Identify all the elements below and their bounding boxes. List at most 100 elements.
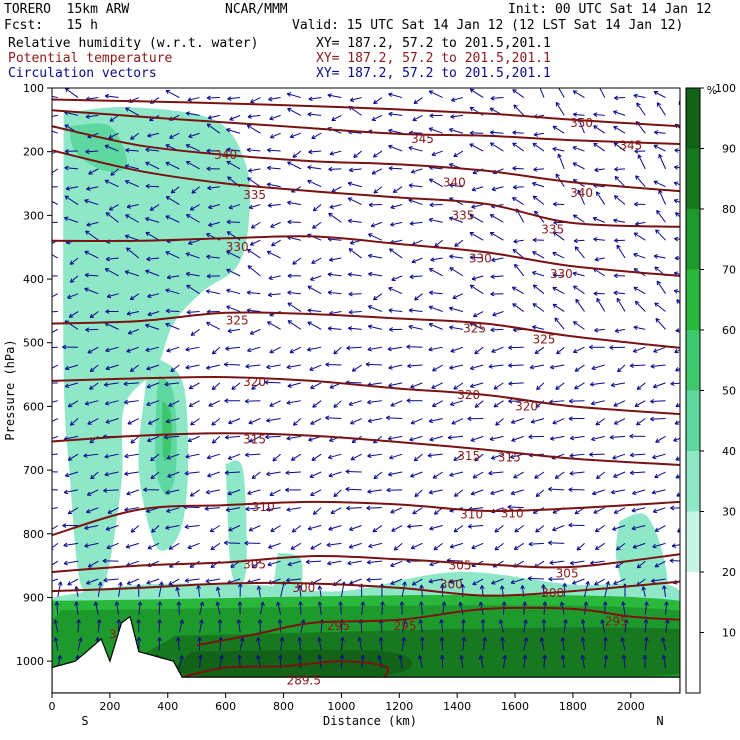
wind-vector (146, 256, 160, 262)
x-axis: 0 200 400 600 800 1000 1200 1400 1600 1800 2000 (49, 693, 645, 713)
wind-vector (166, 507, 180, 513)
wind-vector (250, 97, 261, 104)
wind-vector (287, 219, 301, 225)
wind-vector (613, 125, 626, 134)
wind-vector (287, 290, 301, 296)
wind-vector (366, 559, 382, 565)
wind-vector (244, 452, 261, 458)
y-tick-label: 800 (23, 528, 44, 541)
wind-vector (328, 525, 342, 531)
wind-vector (613, 471, 626, 478)
wind-vector (103, 382, 119, 387)
wind-vector (409, 435, 423, 442)
wind-vector (205, 578, 220, 584)
wind-vector (613, 507, 626, 514)
wind-vector (572, 145, 585, 152)
wind-vector (548, 540, 565, 546)
isentrope-310 (52, 500, 680, 537)
wind-vector (185, 364, 200, 370)
wind-vector (603, 654, 609, 669)
wind-vector (227, 489, 241, 496)
wind-vector (367, 489, 382, 494)
wind-vector (307, 321, 322, 330)
wind-vector (366, 577, 382, 583)
wind-vector (433, 542, 443, 551)
wind-vector (428, 217, 443, 223)
wind-vector (409, 274, 423, 280)
isentrope-300 (52, 580, 680, 597)
wind-vector (164, 434, 180, 440)
wind-vector (556, 346, 565, 355)
wind-vector (410, 382, 423, 389)
wind-vector (287, 161, 302, 170)
wind-vector (351, 364, 362, 372)
wind-vector (469, 88, 484, 98)
wind-vector (514, 525, 525, 533)
wind-vector (594, 525, 606, 533)
wind-vector (114, 601, 120, 615)
wind-vector (593, 112, 605, 117)
wind-vector (555, 101, 565, 116)
wind-vector (166, 274, 180, 280)
wind-vector (312, 507, 322, 515)
contour-label: 300 (292, 581, 315, 595)
wind-vector (124, 270, 139, 277)
wind-vector (311, 453, 322, 461)
wind-vector (137, 601, 143, 615)
wind-vector (410, 418, 423, 425)
wind-vector (411, 578, 423, 586)
wind-vector (165, 89, 180, 98)
wind-vector (532, 303, 545, 312)
wind-vector (224, 398, 241, 404)
wind-vector (227, 328, 241, 334)
x-tick-label: 1400 (443, 700, 471, 713)
wind-vector (510, 578, 524, 585)
wind-vector (407, 363, 423, 369)
wind-vector (428, 489, 443, 495)
wind-vector (675, 367, 680, 372)
wind-vector (256, 637, 261, 651)
wind-vector (523, 619, 528, 633)
wind-vector (449, 325, 464, 330)
wind-vector (539, 88, 545, 98)
wind-vector (653, 180, 666, 188)
wind-vector (170, 186, 180, 194)
wind-vector (449, 254, 464, 259)
wind-vector (165, 489, 180, 495)
wind-vector (449, 578, 464, 584)
wind-vector (656, 280, 666, 294)
wind-vector (576, 542, 585, 551)
wind-vector (185, 453, 200, 459)
wind-vector (272, 453, 281, 462)
wind-vector (145, 161, 160, 170)
wind-vector (408, 308, 423, 313)
contour-label: 335 (243, 188, 266, 202)
wind-vector (654, 525, 666, 532)
wind-vector (267, 292, 281, 298)
wind-vector (196, 585, 201, 597)
circulation-vectors (52, 88, 680, 669)
wind-vector (634, 300, 646, 312)
wind-vector (675, 456, 680, 461)
contour-label: 310 (252, 500, 275, 514)
wind-vector (492, 311, 504, 317)
wind-vector (388, 111, 403, 117)
wind-vector (600, 619, 606, 633)
wind-vector (373, 186, 383, 194)
wind-vector (347, 181, 362, 188)
wind-vector (226, 268, 241, 277)
wind-vector (614, 328, 626, 333)
wind-vector (552, 286, 565, 295)
wind-vector (513, 238, 524, 244)
wind-vector (614, 238, 626, 243)
wind-vector (612, 525, 626, 531)
wind-vector (593, 507, 605, 514)
y-tick-label: 1000 (16, 655, 44, 668)
wind-vector (211, 435, 221, 444)
wind-vector (552, 525, 565, 532)
wind-vector (325, 362, 342, 367)
wind-vector (372, 525, 383, 533)
wind-vector (409, 221, 423, 226)
contour-label: 350 (570, 116, 593, 130)
contour-label: 320 (243, 375, 266, 389)
